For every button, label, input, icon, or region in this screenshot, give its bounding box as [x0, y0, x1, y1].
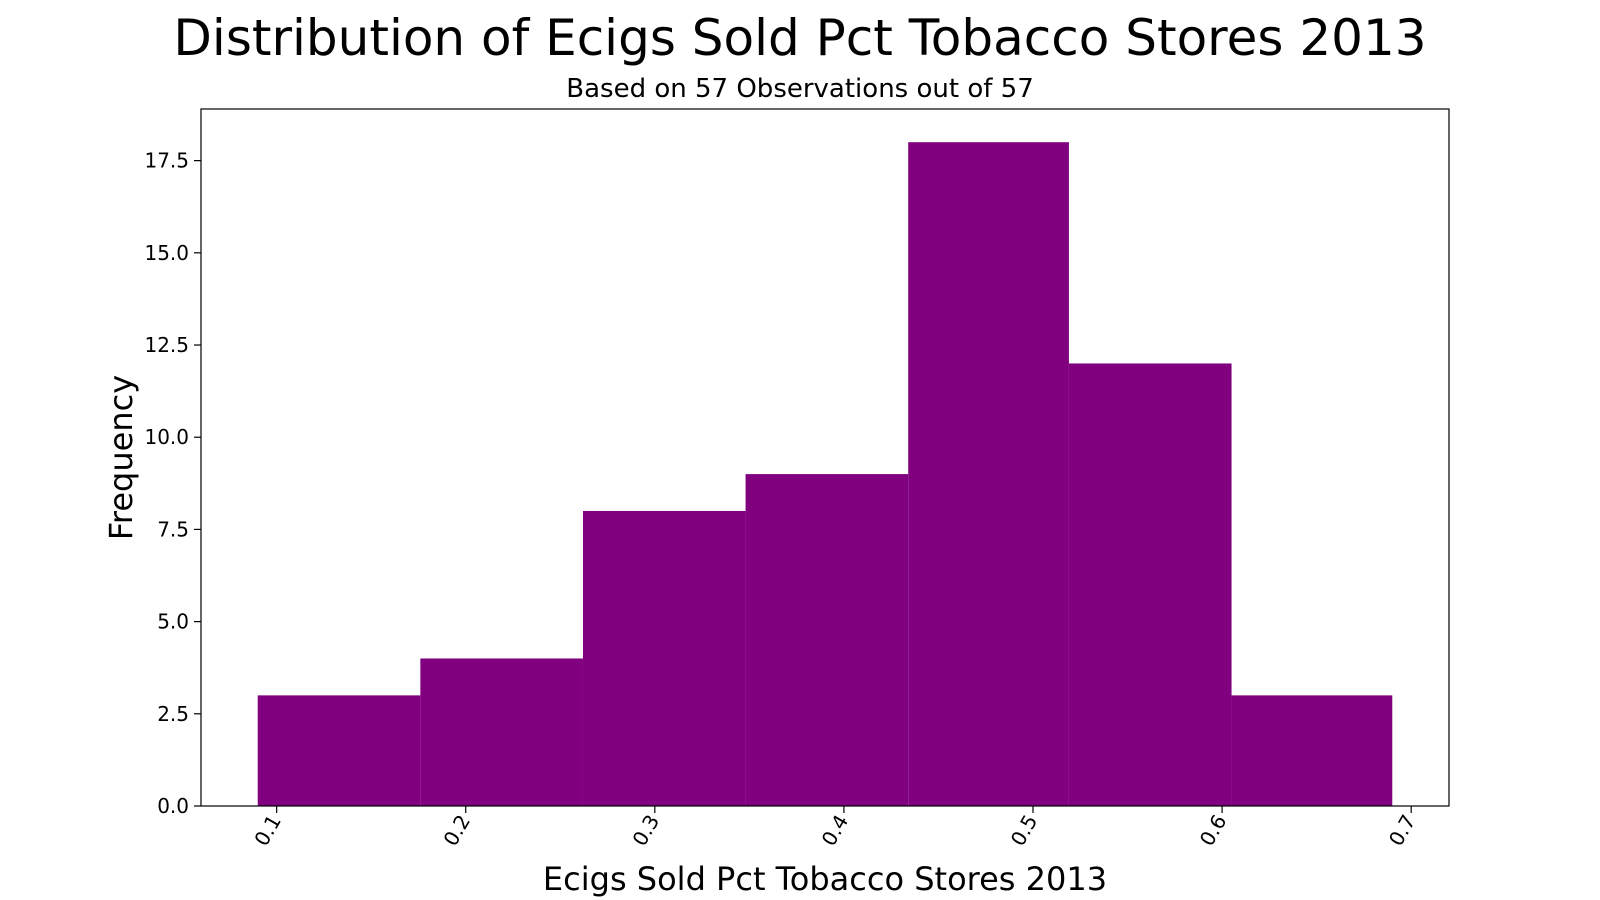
x-tick-label: 0.7 — [1384, 811, 1421, 851]
histogram-bar-6 — [1068, 363, 1232, 806]
x-tick-label: 0.6 — [1195, 811, 1232, 851]
y-tick-label: 2.5 — [157, 702, 189, 726]
chart-title: Distribution of Ecigs Sold Pct Tobacco S… — [173, 9, 1427, 67]
histogram-bar-4 — [745, 474, 909, 806]
y-axis-label: Frequency — [102, 375, 140, 540]
x-tick-label: 0.1 — [249, 811, 286, 851]
x-tick-label: 0.2 — [438, 811, 475, 851]
histogram-bar-2 — [420, 658, 583, 806]
y-tick-label: 0.0 — [157, 794, 189, 818]
y-tick-label: 12.5 — [144, 333, 189, 357]
plot-area-frame — [200, 108, 1450, 807]
x-axis: 0.1 0.2 0.3 0.4 0.5 0.6 0.7 — [249, 806, 1421, 851]
histogram-bar-1 — [257, 695, 421, 806]
y-tick-label: 10.0 — [144, 425, 189, 449]
y-tick-label: 17.5 — [144, 149, 189, 173]
x-tick-label: 0.3 — [627, 811, 664, 851]
x-tick-label: 0.5 — [1006, 811, 1043, 851]
y-tick-label: 7.5 — [157, 517, 189, 541]
histogram-bars — [257, 142, 1393, 806]
histogram-bar-3 — [582, 510, 746, 806]
x-tick-label: 0.4 — [817, 811, 854, 851]
y-tick-label: 5.0 — [157, 610, 189, 634]
histogram-bar-7 — [1231, 695, 1393, 806]
y-tick-label: 15.0 — [144, 241, 189, 265]
x-axis-label: Ecigs Sold Pct Tobacco Stores 2013 — [543, 860, 1107, 898]
y-axis: 0.0 2.5 5.0 7.5 10.0 12.5 15.0 17.5 — [144, 149, 201, 818]
chart-subtitle: Based on 57 Observations out of 57 — [566, 74, 1034, 104]
histogram-bar-5 — [908, 142, 1069, 806]
